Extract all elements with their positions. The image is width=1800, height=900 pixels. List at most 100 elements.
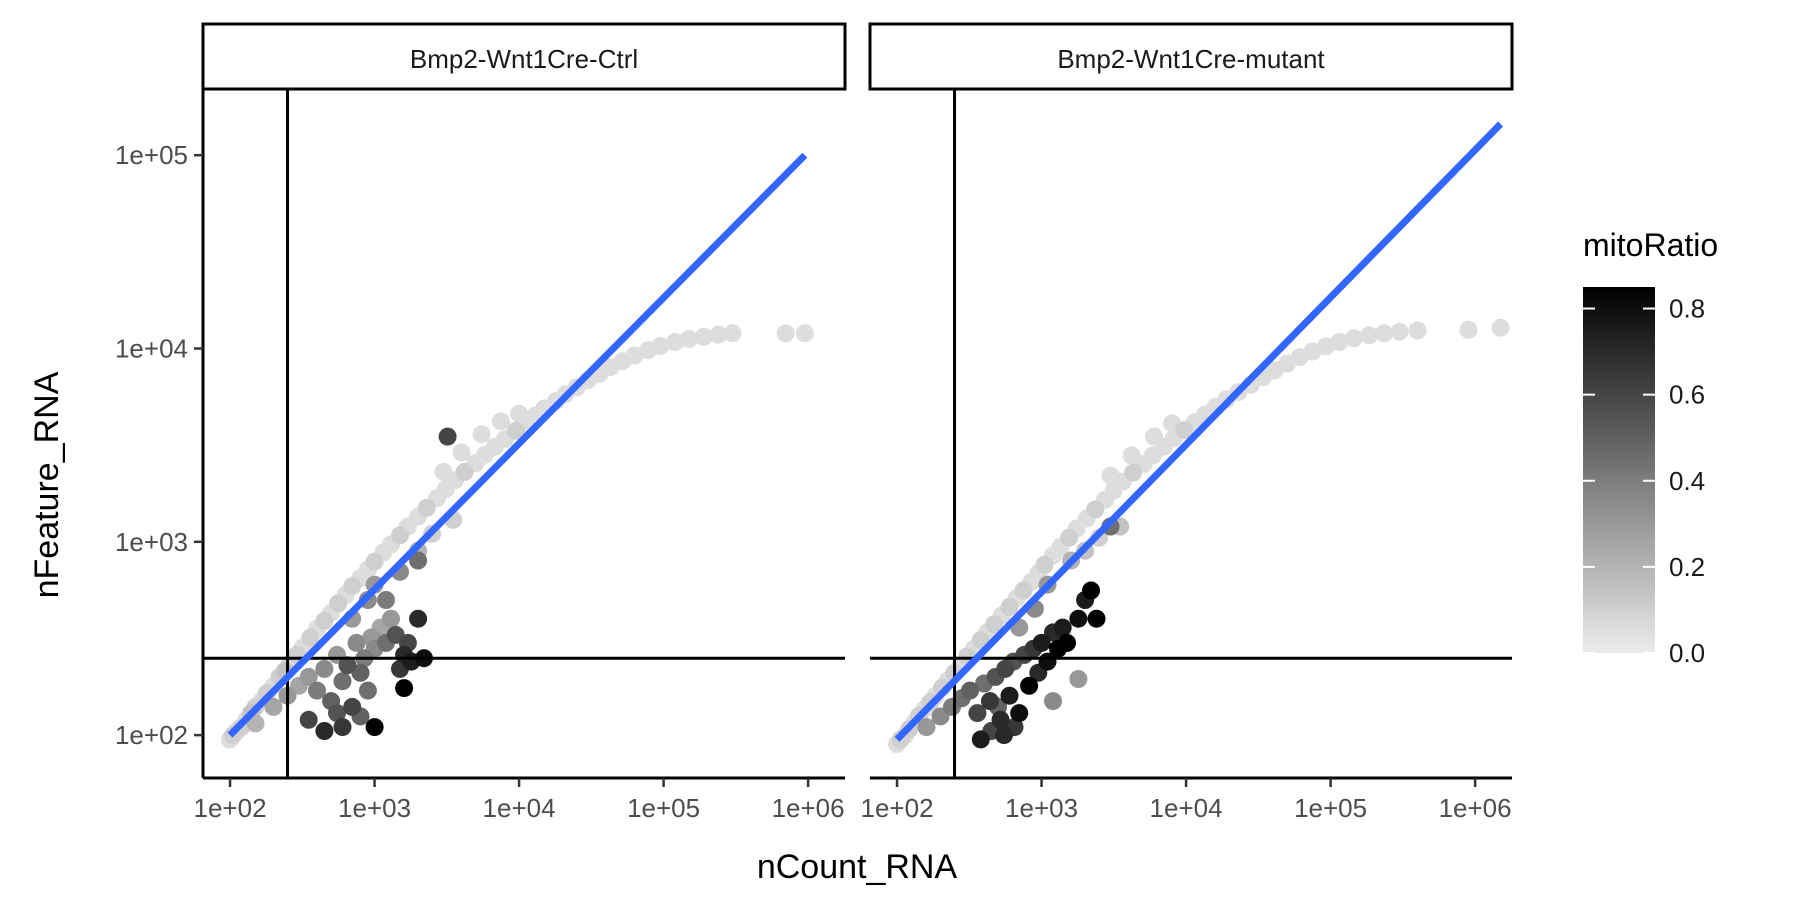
data-point — [1060, 528, 1079, 547]
data-point — [333, 718, 352, 737]
data-point — [343, 577, 362, 596]
axes-ctrl: 1e+02 1e+03 1e+04 1e+05 1e+06 1e+02 1e+03 1e+04… — [115, 89, 845, 823]
axes-mutant: 1e+02 1e+03 1e+04 1e+05 1e+06 — [861, 776, 1512, 823]
regression-line — [894, 121, 1504, 742]
legend-tick-label: 0.6 — [1669, 380, 1705, 410]
data-point — [438, 427, 457, 446]
x-axis-title: nCount_RNA — [757, 848, 958, 886]
data-point — [299, 710, 318, 729]
data-point — [666, 333, 684, 351]
data-point — [1082, 581, 1100, 600]
facet-strip-mutant — [868, 22, 1514, 91]
data-point — [1122, 446, 1141, 465]
fit-line-mutant — [894, 121, 1504, 742]
data-point — [651, 337, 670, 355]
x-tick-label: 1e+05 — [1294, 793, 1367, 823]
fit-line-ctrl — [227, 152, 808, 738]
y-tick-label: 1e+02 — [115, 720, 188, 750]
data-point — [991, 710, 1010, 729]
data-point — [1360, 326, 1379, 345]
data-point — [776, 324, 795, 343]
data-point — [1086, 500, 1105, 519]
x-tick-label: 1e+02 — [194, 793, 267, 823]
legend-tick-label: 0.0 — [1669, 638, 1705, 668]
data-point — [506, 421, 525, 440]
data-point — [358, 681, 377, 700]
data-point — [365, 718, 384, 737]
x-tick-label: 1e+04 — [483, 793, 556, 823]
facet-label-mutant: Bmp2-Wnt1Cre-mutant — [1057, 44, 1325, 74]
x-tick-label: 1e+04 — [1150, 793, 1223, 823]
data-point — [1175, 421, 1194, 440]
data-point — [351, 663, 370, 682]
data-point — [1303, 342, 1322, 361]
data-point — [382, 609, 400, 628]
data-point — [680, 330, 698, 348]
data-point — [1032, 633, 1051, 652]
data-point — [1087, 609, 1106, 628]
data-point — [1020, 676, 1039, 695]
facet-panel-ctrl: Bmp2-Wnt1Cre-Ctrl 1e+02 1e+03 1e+04 1e+05 1e… — [115, 22, 847, 823]
data-point — [1101, 466, 1120, 485]
data-point — [1330, 333, 1349, 351]
data-point — [347, 633, 366, 652]
data-point — [968, 704, 987, 723]
data-point — [1408, 321, 1427, 340]
data-point — [391, 526, 409, 545]
legend-ticks: 0.0 0.2 0.4 0.6 0.8 — [1583, 294, 1705, 668]
data-point — [417, 498, 436, 517]
legend-title: mitoRatio — [1583, 227, 1718, 263]
data-point — [996, 659, 1015, 678]
data-point — [315, 722, 334, 740]
data-point — [395, 679, 414, 698]
y-tick-label: 1e+05 — [115, 140, 188, 170]
data-point — [981, 692, 999, 711]
data-point — [308, 681, 326, 700]
data-point — [365, 552, 384, 571]
data-point — [264, 697, 283, 716]
facet-panel-mutant: Bmp2-Wnt1Cre-mutant 1e+02 1e+03 1e+04 1e+05… — [861, 22, 1514, 823]
data-point — [723, 324, 742, 343]
legend-colorbar — [1583, 287, 1655, 653]
data-point — [1390, 322, 1409, 341]
x-tick-label: 1e+03 — [338, 793, 411, 823]
data-point — [299, 667, 318, 686]
data-point — [1014, 581, 1033, 600]
y-tick-label: 1e+03 — [115, 527, 188, 557]
data-point — [492, 412, 510, 431]
data-point — [1000, 598, 1019, 616]
data-point — [1069, 609, 1088, 628]
facet-label-ctrl: Bmp2-Wnt1Cre-Ctrl — [410, 44, 638, 74]
data-point — [377, 591, 395, 609]
data-point — [1044, 692, 1062, 711]
data-point — [1000, 686, 1019, 705]
data-point — [338, 656, 357, 675]
y-tick-label: 1e+04 — [115, 334, 188, 364]
legend-tick-label: 0.4 — [1669, 466, 1705, 496]
data-point — [301, 628, 320, 647]
data-point — [1010, 704, 1029, 723]
data-point — [409, 609, 428, 628]
data-point — [985, 615, 1004, 634]
facet-strip-ctrl — [201, 22, 847, 91]
data-point — [995, 726, 1013, 745]
legend-tick-label: 0.2 — [1669, 552, 1705, 582]
data-point — [333, 672, 352, 691]
data-point — [472, 425, 491, 444]
data-point — [709, 325, 728, 344]
x-tick-label: 1e+03 — [1005, 793, 1078, 823]
data-point — [315, 659, 334, 678]
x-tick-label: 1e+06 — [772, 793, 845, 823]
data-point — [329, 594, 348, 613]
data-point — [1491, 318, 1510, 337]
data-point — [694, 327, 713, 346]
y-axis-title: nFeature_RNA — [28, 371, 66, 598]
data-point — [434, 462, 453, 481]
data-point — [1459, 320, 1478, 339]
data-point — [961, 681, 979, 700]
data-point — [1375, 324, 1394, 343]
data-point — [409, 551, 428, 570]
data-point — [1124, 463, 1143, 482]
